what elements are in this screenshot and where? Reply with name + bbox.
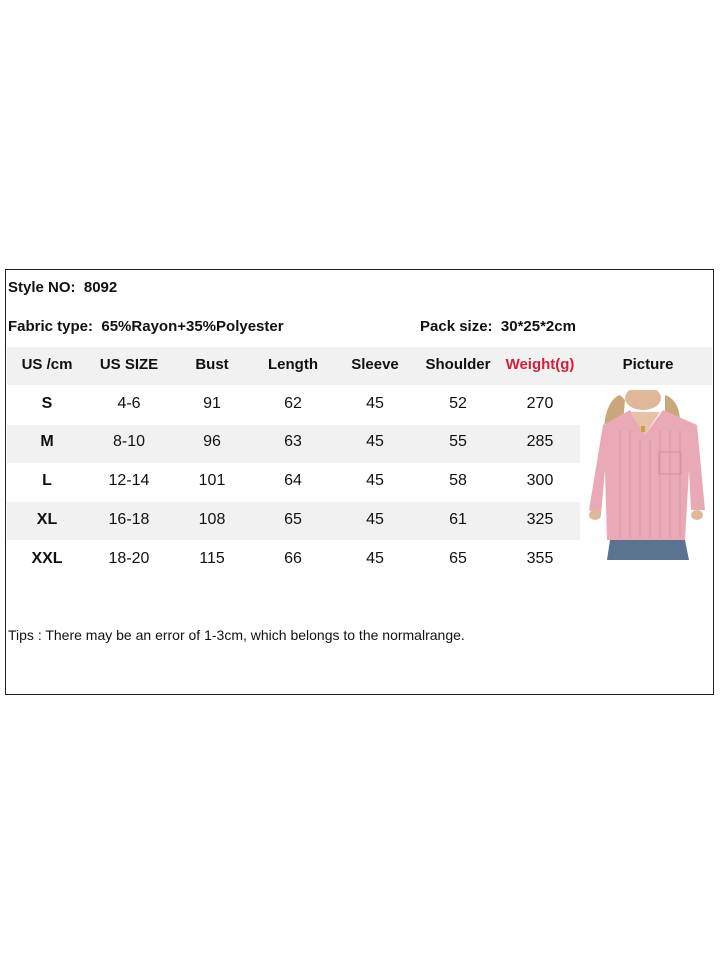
style-no: Style NO: 8092 bbox=[8, 279, 118, 296]
tips-note: Tips : There may be an error of 1-3cm, w… bbox=[8, 627, 465, 643]
table-cell: 101 bbox=[198, 472, 226, 489]
table-cell: 55 bbox=[449, 433, 467, 450]
table-cell: 16-18 bbox=[108, 511, 150, 528]
column-header: Shoulder bbox=[425, 356, 491, 373]
table-cell: 12-14 bbox=[108, 472, 150, 489]
column-header: Sleeve bbox=[351, 356, 399, 373]
table-cell: 108 bbox=[198, 511, 226, 528]
table-cell: 91 bbox=[203, 395, 221, 412]
size-label-cell: L bbox=[42, 472, 52, 489]
table-cell: 18-20 bbox=[108, 550, 150, 567]
column-header: Bust bbox=[195, 356, 229, 373]
table-cell: 285 bbox=[526, 433, 554, 450]
size-label-cell: XXL bbox=[31, 550, 63, 567]
table-cell: 45 bbox=[366, 395, 384, 412]
table-cell: 52 bbox=[449, 395, 467, 412]
table-cell: 45 bbox=[366, 472, 384, 489]
row-band bbox=[7, 425, 580, 463]
table-cell: 8-10 bbox=[112, 433, 146, 450]
table-cell: 45 bbox=[366, 550, 384, 567]
table-cell: 65 bbox=[449, 550, 467, 567]
table-cell: 96 bbox=[203, 433, 221, 450]
table-cell: 270 bbox=[526, 395, 554, 412]
size-label-cell: S bbox=[41, 395, 53, 412]
table-cell: 63 bbox=[284, 433, 302, 450]
size-label-cell: XL bbox=[36, 511, 58, 528]
table-cell: 62 bbox=[284, 395, 302, 412]
size-chart-frame bbox=[5, 269, 714, 695]
table-cell: 355 bbox=[526, 550, 554, 567]
column-header: Length bbox=[268, 356, 318, 373]
table-cell: 61 bbox=[449, 511, 467, 528]
product-picture bbox=[585, 390, 709, 560]
header-band bbox=[7, 347, 712, 385]
table-cell: 45 bbox=[366, 433, 384, 450]
column-header: Weight(g) bbox=[505, 356, 575, 373]
table-cell: 4-6 bbox=[117, 395, 141, 412]
column-header: Picture bbox=[622, 356, 674, 373]
pack-size: Pack size: 30*25*2cm bbox=[420, 318, 576, 335]
column-header: US /cm bbox=[21, 356, 73, 373]
table-cell: 65 bbox=[284, 511, 302, 528]
fabric-type: Fabric type: 65%Rayon+35%Polyester bbox=[8, 318, 284, 335]
table-cell: 115 bbox=[199, 550, 225, 567]
size-label-cell: M bbox=[40, 433, 54, 450]
column-header: US SIZE bbox=[99, 356, 159, 373]
table-cell: 325 bbox=[526, 511, 554, 528]
table-cell: 58 bbox=[449, 472, 467, 489]
table-cell: 45 bbox=[366, 511, 384, 528]
row-band bbox=[7, 502, 580, 540]
table-cell: 64 bbox=[284, 472, 302, 489]
table-cell: 66 bbox=[284, 550, 302, 567]
table-cell: 300 bbox=[526, 472, 554, 489]
